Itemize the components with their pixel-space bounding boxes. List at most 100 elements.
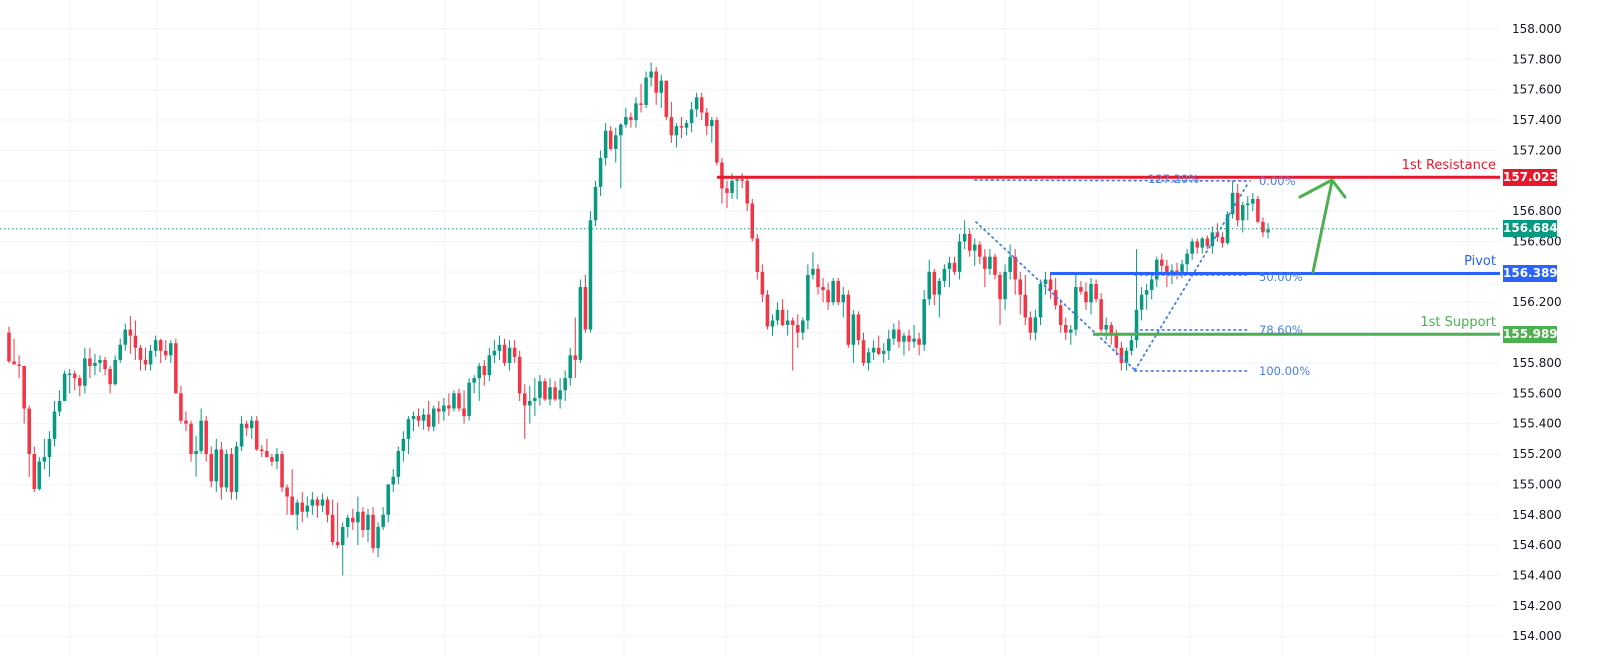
price-axis[interactable]: 158.000 157.800 157.600 157.400 157.200 156.8… <box>1512 22 1562 643</box>
resistance-price-badge[interactable]: 157.023 <box>1503 169 1558 186</box>
candle-down <box>917 338 921 345</box>
candle-down <box>285 487 289 497</box>
fib-label-100: 100.00% <box>1259 364 1311 378</box>
fib-level-127[interactable] <box>974 179 1251 182</box>
candle-down <box>1109 325 1114 336</box>
candle-down <box>174 343 178 394</box>
price-tick-label: 157.200 <box>1512 143 1562 157</box>
price-tick-label: 154.000 <box>1512 629 1562 643</box>
candle-down <box>1079 287 1083 292</box>
candle-up <box>472 378 476 383</box>
arrow-up-icon[interactable] <box>1298 178 1347 274</box>
candle-down <box>715 120 719 163</box>
candle-up <box>1134 309 1139 341</box>
support-price-badge[interactable]: 155.989 <box>1503 326 1558 343</box>
candle-down <box>133 335 138 348</box>
candle-up <box>169 343 173 356</box>
candle-down <box>351 517 355 523</box>
candle-up <box>1033 317 1038 333</box>
candle-up <box>1089 284 1093 303</box>
candle-up <box>730 180 734 193</box>
candle-up <box>593 186 598 221</box>
candle-down <box>108 369 112 385</box>
candle-up <box>659 80 664 93</box>
candle-down <box>856 314 861 341</box>
candle-down <box>907 335 911 342</box>
candle-up <box>1240 205 1245 221</box>
candle-up <box>644 77 648 105</box>
candle-up <box>376 526 380 549</box>
candle-down <box>254 420 259 450</box>
candle-down <box>639 103 643 105</box>
candle-down <box>1018 279 1023 295</box>
candle-down <box>760 271 765 295</box>
price-tick-label: 155.200 <box>1512 447 1562 461</box>
candle-down <box>745 180 749 204</box>
candle-up <box>1124 350 1129 363</box>
candle-up <box>811 268 815 275</box>
pivot-price-badge[interactable]: 156.389 <box>1503 265 1558 282</box>
candle-down <box>583 287 588 330</box>
candle-up <box>578 287 583 360</box>
candle-down <box>361 511 365 530</box>
price-tick-label: 156.800 <box>1512 204 1562 218</box>
candle-up <box>1246 203 1250 206</box>
candle-down <box>426 414 431 427</box>
candle-up <box>452 393 456 409</box>
candle-down <box>184 420 188 424</box>
candle-up <box>320 499 325 506</box>
candle-up <box>785 320 790 326</box>
candle-down <box>780 309 785 326</box>
candle-up <box>1266 229 1270 233</box>
candle-up <box>310 499 315 506</box>
candle-down <box>765 294 770 327</box>
level-lines[interactable] <box>0 175 1500 336</box>
price-tick-label: 154.400 <box>1512 568 1562 582</box>
candle-up <box>619 124 623 136</box>
candle-down <box>1160 259 1164 266</box>
candle-up <box>98 359 102 363</box>
candle-up <box>1190 241 1194 254</box>
price-tick-label: 155.000 <box>1512 477 1562 491</box>
candle-up <box>411 416 416 420</box>
candle-up <box>295 502 299 515</box>
candle-up <box>1154 259 1159 280</box>
candle-down <box>608 130 613 149</box>
candle-down <box>78 378 82 386</box>
candle-up <box>487 355 492 376</box>
candle-up <box>922 299 926 345</box>
candle-up <box>558 390 562 400</box>
candle-down <box>512 347 517 357</box>
candle-down <box>371 514 375 549</box>
candle-up <box>214 449 219 482</box>
fib-trend-down[interactable] <box>975 221 1136 371</box>
candle-down <box>517 356 522 394</box>
price-tick-label: 156.600 <box>1512 235 1562 249</box>
candle-down <box>1023 294 1028 318</box>
candle-up <box>234 446 239 492</box>
candle-down <box>967 233 972 251</box>
candle-up <box>801 320 805 333</box>
candle-up <box>887 338 891 351</box>
candle-down <box>335 542 340 546</box>
candle-up <box>1038 284 1043 318</box>
candle-up <box>118 344 123 360</box>
candle-up <box>1251 199 1255 204</box>
candle-up <box>588 220 593 330</box>
candle-down <box>1205 238 1210 247</box>
candle-down <box>22 365 26 409</box>
candle-down <box>502 344 507 363</box>
candle-up <box>224 454 229 488</box>
price-tick-label: 154.600 <box>1512 538 1562 552</box>
candle-up <box>42 457 47 462</box>
fib-label-50: 50.00% <box>1259 270 1303 284</box>
candle-up <box>841 294 846 303</box>
candle-up <box>345 517 350 527</box>
last-price-badge[interactable]: 156.684 <box>1503 220 1558 237</box>
candle-down <box>1099 299 1103 330</box>
candle-up <box>674 126 679 136</box>
candle-up <box>305 505 310 512</box>
candle-down <box>265 451 269 458</box>
